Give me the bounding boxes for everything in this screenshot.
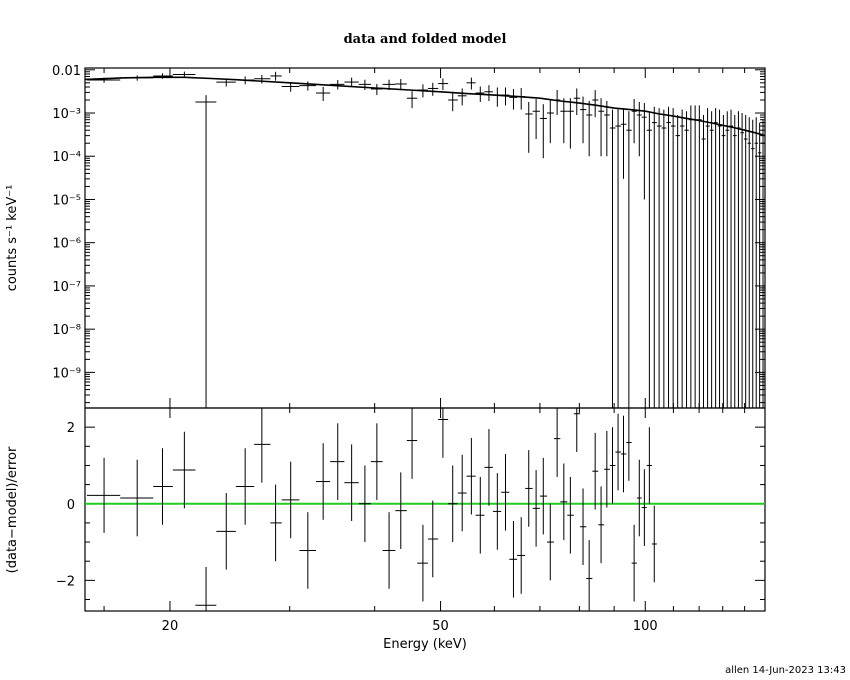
top-minor-ticks: [85, 71, 765, 404]
y-tick-label: 0: [67, 498, 75, 513]
y-tick-label: 10⁻⁴: [52, 150, 81, 165]
x-tick-label: 50: [432, 619, 449, 634]
y-tick-label: 10⁻⁶: [52, 237, 81, 252]
residual-data-points: [86, 408, 657, 611]
bottom-panel-frame: [84, 407, 766, 612]
y-tick-label: 10⁻³: [52, 107, 81, 122]
x-tick-label: 100: [633, 619, 658, 634]
model-curve: [84, 76, 766, 137]
y-tick-label: 10⁻⁷: [52, 280, 81, 295]
x-axis: 20 50 100: [103, 68, 766, 634]
x-axis-label: Energy (keV): [383, 637, 467, 652]
spectrum-data-points: [86, 71, 765, 408]
timestamp-footer: allen 14-Jun-2023 13:43: [725, 665, 846, 676]
y-tick-label: −2: [56, 574, 75, 589]
y-tick-label: 10⁻⁸: [52, 323, 81, 338]
bottom-y-axis-label: (data−model)/error: [5, 446, 20, 573]
top-y-axis: 0.01 10⁻³ 10⁻⁴ 10⁻⁵ 10⁻⁶ 10⁻⁷ 10⁻⁸ 10⁻⁹: [52, 64, 765, 381]
y-tick-label: 10⁻⁹: [52, 366, 81, 381]
top-panel-frame: [84, 67, 766, 409]
y-tick-label: 0.01: [52, 64, 81, 79]
top-y-axis-label: counts s⁻¹ keV⁻¹: [5, 185, 20, 292]
folded-model-line: [84, 76, 766, 137]
y-tick-label: 2: [67, 421, 75, 436]
y-tick-label: 10⁻⁵: [52, 193, 81, 208]
chart-title: data and folded model: [344, 32, 507, 47]
x-tick-label: 20: [162, 619, 179, 634]
